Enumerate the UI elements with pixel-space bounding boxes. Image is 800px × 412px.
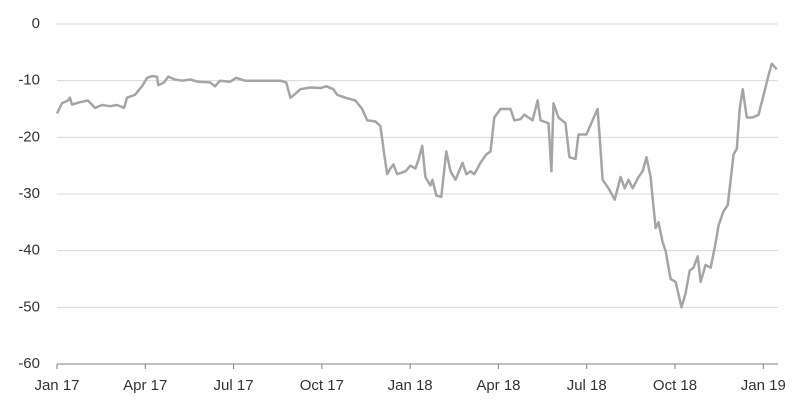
x-tick-label: Oct 18 xyxy=(653,377,697,394)
x-tick-label: Jan 18 xyxy=(388,377,433,394)
y-tick-label: -40 xyxy=(18,242,40,259)
x-tick-label: Jan 17 xyxy=(34,377,79,394)
line xyxy=(55,62,778,309)
y-tick-label: -30 xyxy=(18,185,40,202)
x-tick-label: Jul 18 xyxy=(567,377,607,394)
y-tick-label: 0 xyxy=(32,15,40,32)
x-tick-label: Apr 17 xyxy=(123,377,167,394)
x-tick-label: Jan 19 xyxy=(741,377,786,394)
y-tick-label: -10 xyxy=(18,72,40,89)
x-tick-label: Apr 18 xyxy=(476,377,520,394)
y-tick-label: -60 xyxy=(18,355,40,372)
x-tick-label: Oct 17 xyxy=(300,377,344,394)
x-tick-label: Jul 17 xyxy=(214,377,254,394)
y-tick-label: -50 xyxy=(18,298,40,315)
y-tick-label: -20 xyxy=(18,128,40,145)
